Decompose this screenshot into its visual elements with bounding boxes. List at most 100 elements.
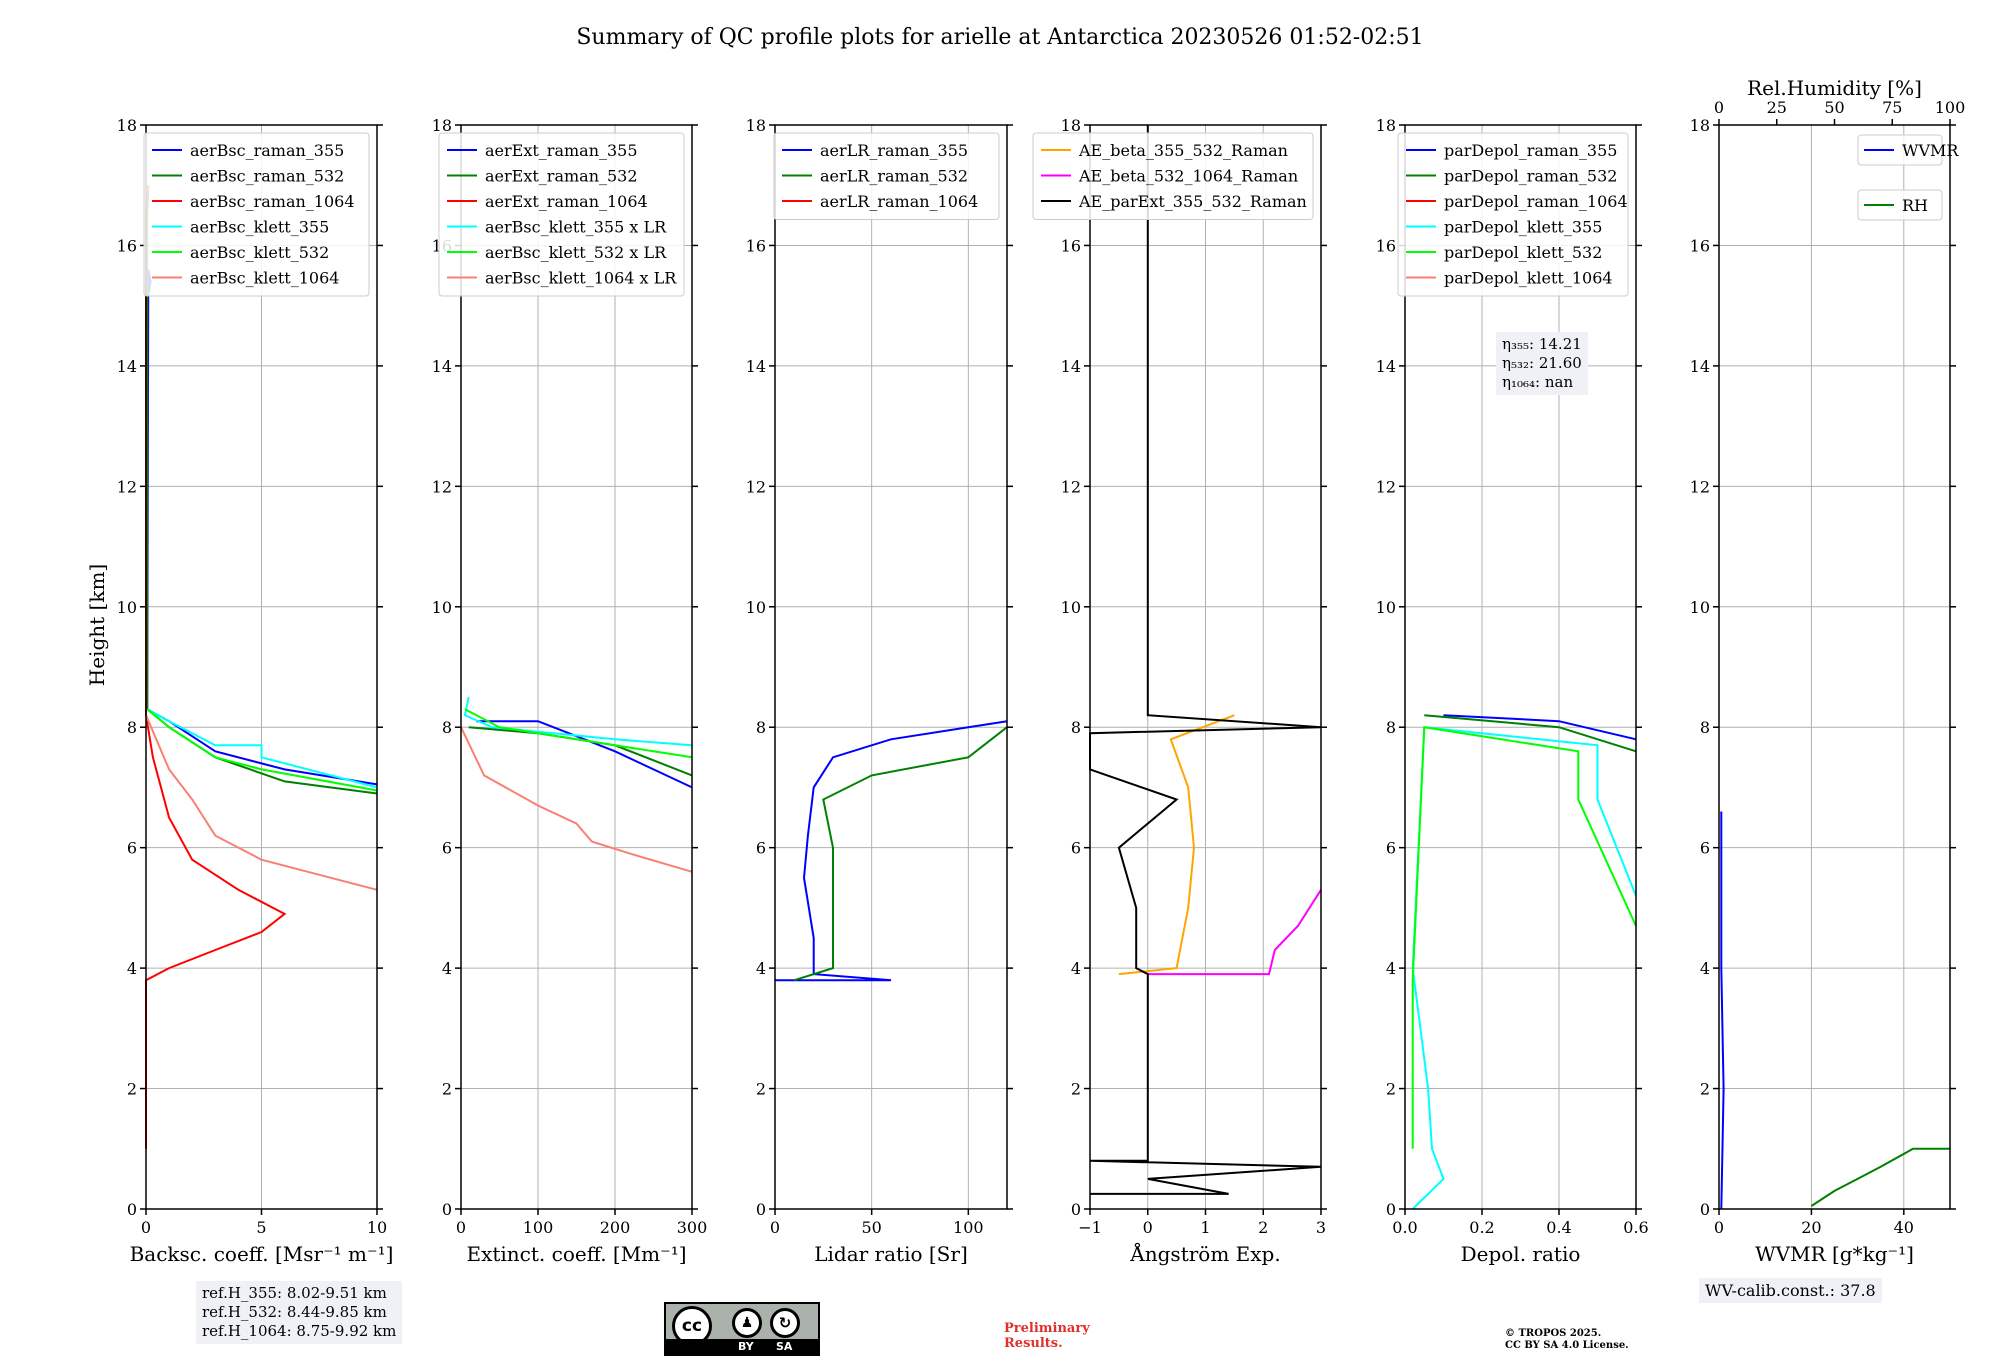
attribution-icon: ♟ — [732, 1308, 762, 1338]
y-tick-label: 0 — [1386, 1200, 1396, 1219]
figure-title: Summary of QC profile plots for arielle … — [576, 25, 1423, 50]
series-line-AE-parExt-355-532-Raman — [1089, 125, 1322, 1195]
series-line-aerBsc-klett-532 — [146, 708, 378, 792]
cc-license-badge: cc ♟ ↻ BY SA — [664, 1302, 820, 1356]
preliminary-line-1: Preliminary — [1004, 1321, 1090, 1336]
legend-box — [1397, 132, 1629, 297]
series-line-aerBsc-raman-1064 — [145, 185, 287, 1149]
legend-box — [773, 132, 1000, 220]
x-axis-label: Depol. ratio — [1461, 1242, 1581, 1266]
series-line-aerBsc-klett-355 — [146, 708, 378, 789]
y-tick-label: 12 — [746, 477, 766, 496]
top-axis-label: Rel.Humidity [%] — [1747, 76, 1922, 100]
x-tick-label: 0.6 — [1623, 1218, 1648, 1237]
series-line-parDepol-klett-532 — [1411, 726, 1637, 1149]
x-tick-label: 200 — [600, 1218, 631, 1237]
y-tick-label: 18 — [1690, 116, 1710, 135]
legend-label: aerLR_raman_355 — [820, 141, 968, 160]
y-tick-label: 16 — [1061, 236, 1081, 255]
x-tick-label: 0 — [456, 1218, 466, 1237]
legend-label: parDepol_raman_1064 — [1444, 192, 1628, 211]
y-tick-label: 16 — [1376, 236, 1396, 255]
x-tick-label: 0.4 — [1546, 1218, 1571, 1237]
y-tick-label: 14 — [746, 357, 766, 376]
y-tick-label: 10 — [746, 598, 766, 617]
top-tick-label: 25 — [1767, 98, 1787, 117]
legend-box — [143, 132, 370, 297]
y-tick-label: 12 — [1061, 477, 1081, 496]
y-tick-label: 10 — [1376, 598, 1396, 617]
y-tick-label: 14 — [1376, 357, 1396, 376]
legend-label: parDepol_raman_532 — [1444, 167, 1617, 186]
y-tick-label: 6 — [1386, 839, 1396, 858]
top-tick-label: 100 — [1935, 98, 1966, 117]
y-tick-label: 16 — [1690, 236, 1710, 255]
legend-label: aerLR_raman_532 — [820, 167, 968, 186]
y-tick-label: 16 — [117, 236, 137, 255]
y-tick-label: 8 — [1386, 718, 1396, 737]
x-tick-label: 10 — [367, 1218, 387, 1237]
y-tick-label: 4 — [756, 959, 766, 978]
license-sa-label: SA — [776, 1340, 793, 1353]
ref-h-355: ref.H_355: 8.02-9.51 km — [202, 1284, 387, 1302]
top-tick-label: 75 — [1882, 98, 1902, 117]
y-tick-label: 4 — [442, 959, 452, 978]
y-tick-label: 4 — [1386, 959, 1396, 978]
y-tick-label: 2 — [127, 1080, 137, 1099]
panel-3: 0 50 100 0 2 4 6 8 10 12 14 16 18 Lidar ratio [Sr] aer… — [746, 116, 1013, 1266]
x-axis-label: Lidar ratio [Sr] — [814, 1242, 968, 1266]
x-tick-label: −1 — [1078, 1218, 1102, 1237]
panel-5: 0.0 0.2 0.4 0.6 0 2 4 6 8 10 12 14 16 18 Depol. ratio p… — [1376, 116, 1649, 1266]
copyright-note: © TROPOS 2025. CC BY SA 4.0 License. — [1505, 1328, 1629, 1352]
preliminary-line-2: Results. — [1004, 1336, 1063, 1351]
x-tick-label: 1 — [1200, 1218, 1210, 1237]
y-tick-label: 18 — [1061, 116, 1081, 135]
legend-label: aerExt_raman_532 — [485, 167, 638, 186]
y-tick-label: 2 — [1700, 1080, 1710, 1099]
y-tick-label: 12 — [1690, 477, 1710, 496]
y-tick-label: 2 — [442, 1080, 452, 1099]
reference-height-box: ref.H_355: 8.02-9.51 km ref.H_532: 8.44-… — [196, 1281, 403, 1344]
legend-label: AE_parExt_355_532_Raman — [1078, 192, 1307, 211]
panel-6: 0 20 40 0 2 4 6 8 10 12 14 16 18 WVMR [g*kg⁻¹] 0 25 50 75… — [1690, 76, 1966, 1266]
y-tick-label: 12 — [117, 477, 137, 496]
copyright-line-1: © TROPOS 2025. — [1505, 1328, 1602, 1339]
series-line-aerBsc-raman-355 — [146, 269, 378, 786]
legend-label: aerBsc_klett_355 — [190, 218, 329, 237]
series-line-aerLR-raman-532 — [794, 726, 1008, 982]
series-line-WVMR — [1720, 811, 1725, 1210]
legend-box — [1032, 132, 1314, 220]
y-tick-label: 14 — [432, 357, 452, 376]
legend-box — [438, 132, 685, 297]
y-tick-label: 12 — [432, 477, 452, 496]
eta-532: η₅₃₂: 21.60 — [1502, 354, 1582, 372]
ref-h-1064: ref.H_1064: 8.75-9.92 km — [202, 1322, 397, 1340]
y-tick-label: 12 — [1376, 477, 1396, 496]
axes-frame — [145, 124, 378, 1210]
x-tick-label: 20 — [1801, 1218, 1821, 1237]
legend-label: aerBsc_klett_532 — [190, 243, 329, 262]
x-tick-label: 5 — [256, 1218, 266, 1237]
license-by-label: BY — [738, 1340, 754, 1353]
y-tick-label: 18 — [432, 116, 452, 135]
series-line-aerBsc-klett-1064-x-LR — [460, 726, 693, 873]
copyright-line-2: CC BY SA 4.0 License. — [1505, 1340, 1629, 1351]
top-tick-label: 0 — [1714, 98, 1724, 117]
y-tick-label: 8 — [756, 718, 766, 737]
legend-label: RH — [1902, 196, 1928, 215]
y-tick-label: 10 — [117, 598, 137, 617]
legend-label: aerBsc_raman_532 — [190, 167, 344, 186]
top-tick-label: 50 — [1824, 98, 1844, 117]
y-tick-label: 16 — [746, 236, 766, 255]
panel-1: 0 5 10 0 2 4 6 8 10 12 14 16 18 Backsc. coeff. [Msr⁻¹… — [117, 116, 394, 1266]
y-tick-label: 8 — [1071, 718, 1081, 737]
x-axis-label: Extinct. coeff. [Mm⁻¹] — [466, 1242, 686, 1266]
legend-label: AE_beta_532_1064_Raman — [1078, 167, 1298, 186]
legend-label: parDepol_raman_355 — [1444, 141, 1617, 160]
y-tick-label: 4 — [127, 959, 137, 978]
x-tick-label: 0 — [1714, 1218, 1724, 1237]
x-axis-label: Backsc. coeff. [Msr⁻¹ m⁻¹] — [130, 1242, 394, 1266]
x-tick-label: 100 — [953, 1218, 984, 1237]
legend-label: parDepol_klett_1064 — [1444, 269, 1613, 288]
